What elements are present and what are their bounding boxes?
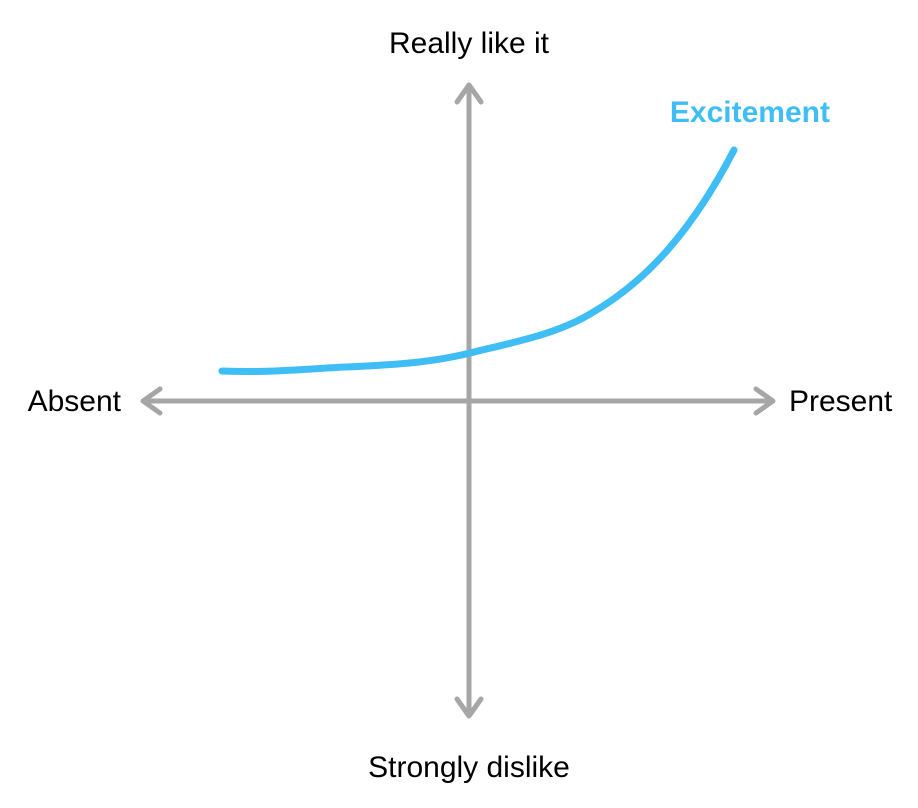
axis-label-top: Really like it <box>389 27 550 60</box>
curve-label-excitement: Excitement <box>670 96 830 129</box>
axis-label-bottom: Strongly dislike <box>368 751 570 784</box>
axis-label-right: Present <box>789 385 893 418</box>
right-arrow-icon <box>753 386 776 416</box>
up-arrow-icon <box>454 82 484 105</box>
axis-label-left: Absent <box>28 385 122 418</box>
excitement-curve <box>218 146 738 376</box>
horizontal-axis <box>140 386 776 416</box>
vertical-axis <box>454 82 484 719</box>
left-arrow-icon <box>140 386 163 416</box>
down-arrow-icon <box>454 696 484 719</box>
